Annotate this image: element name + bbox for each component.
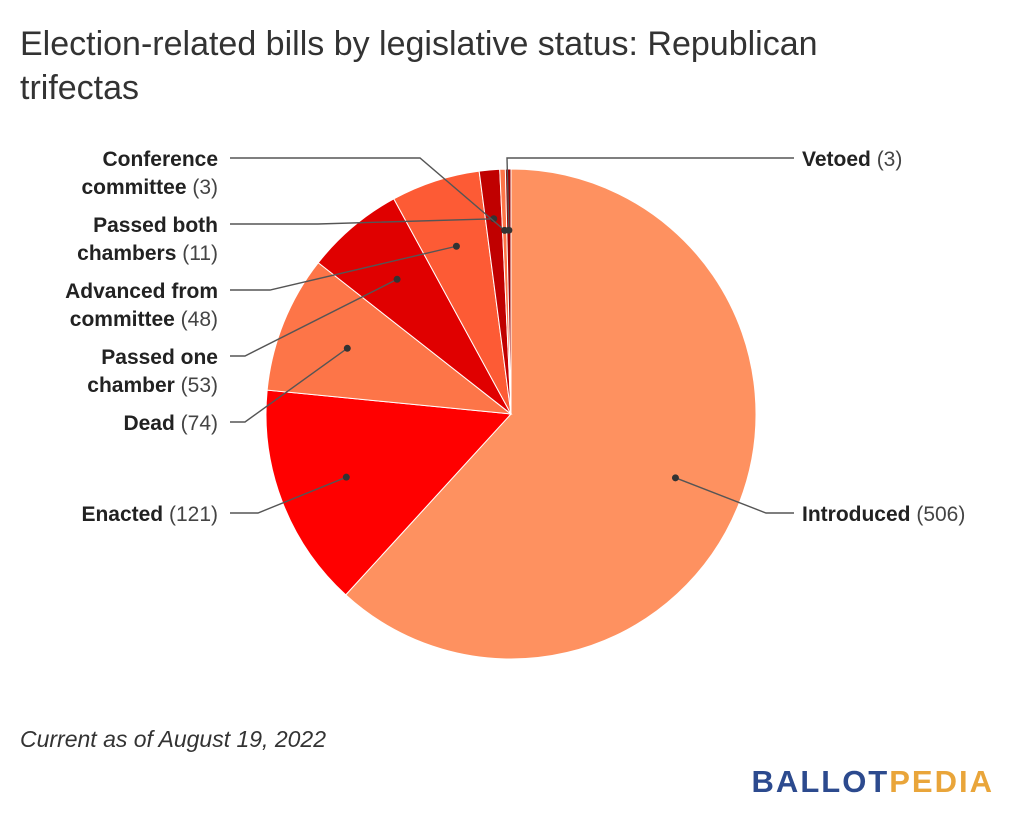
slice-label: Passed both bbox=[93, 214, 218, 237]
chart-title: Election-related bills by legislative st… bbox=[20, 25, 818, 107]
slice-label: Dead (74) bbox=[123, 412, 218, 435]
pie-slice-enacted bbox=[265, 389, 513, 596]
pie-slice-dead bbox=[266, 262, 513, 415]
slice-value: (11) bbox=[176, 242, 218, 265]
leader-dot bbox=[505, 226, 513, 234]
leader-line bbox=[230, 347, 348, 423]
slice-label: committee (48) bbox=[70, 308, 218, 331]
footnote: Current as of August 19, 2022 bbox=[20, 726, 327, 752]
leader-line bbox=[675, 477, 794, 514]
leader-dot bbox=[452, 242, 460, 250]
logo-part-ballot: BALLOT bbox=[751, 764, 890, 799]
slice-value: (121) bbox=[163, 503, 218, 526]
leader-dot bbox=[342, 473, 350, 481]
leader-line bbox=[506, 157, 794, 231]
ballotpedia-logo: BALLOTPEDIA bbox=[752, 764, 994, 800]
slice-label: chamber (53) bbox=[87, 374, 218, 397]
slice-value: (3) bbox=[871, 148, 903, 171]
slice-value: (506) bbox=[911, 503, 966, 526]
leader-line bbox=[230, 278, 398, 357]
slice-value: (3) bbox=[187, 176, 219, 199]
slice-value: (48) bbox=[175, 308, 218, 331]
slice-label: chambers (11) bbox=[77, 242, 218, 265]
leader-line bbox=[230, 218, 494, 225]
leader-dot bbox=[671, 474, 679, 482]
leader-lines bbox=[230, 157, 794, 514]
slice-label: Introduced (506) bbox=[802, 503, 965, 526]
slice-label: Passed one bbox=[101, 346, 218, 369]
leader-dot bbox=[343, 344, 351, 352]
slice-value: (53) bbox=[175, 374, 218, 397]
logo-part-pedia: PEDIA bbox=[889, 764, 994, 799]
leader-dot bbox=[490, 215, 498, 223]
slice-labels: Introduced (506) Enacted (121) Dead (74) Pa… bbox=[65, 148, 965, 526]
leader-line bbox=[230, 245, 457, 291]
slice-label: Enacted (121) bbox=[81, 503, 218, 526]
slice-label: Vetoed (3) bbox=[802, 148, 902, 171]
slice-label: Advanced from bbox=[65, 280, 218, 303]
slice-label: committee (3) bbox=[81, 176, 218, 199]
leader-line bbox=[230, 476, 347, 514]
leader-dot bbox=[393, 275, 401, 283]
leader-line bbox=[230, 157, 506, 231]
slice-value: (74) bbox=[175, 412, 218, 435]
pie-chart: Introduced (506) Enacted (121) Dead (74) Pa… bbox=[65, 148, 965, 660]
pie-slices bbox=[265, 168, 757, 660]
slice-label: Conference bbox=[102, 148, 218, 171]
